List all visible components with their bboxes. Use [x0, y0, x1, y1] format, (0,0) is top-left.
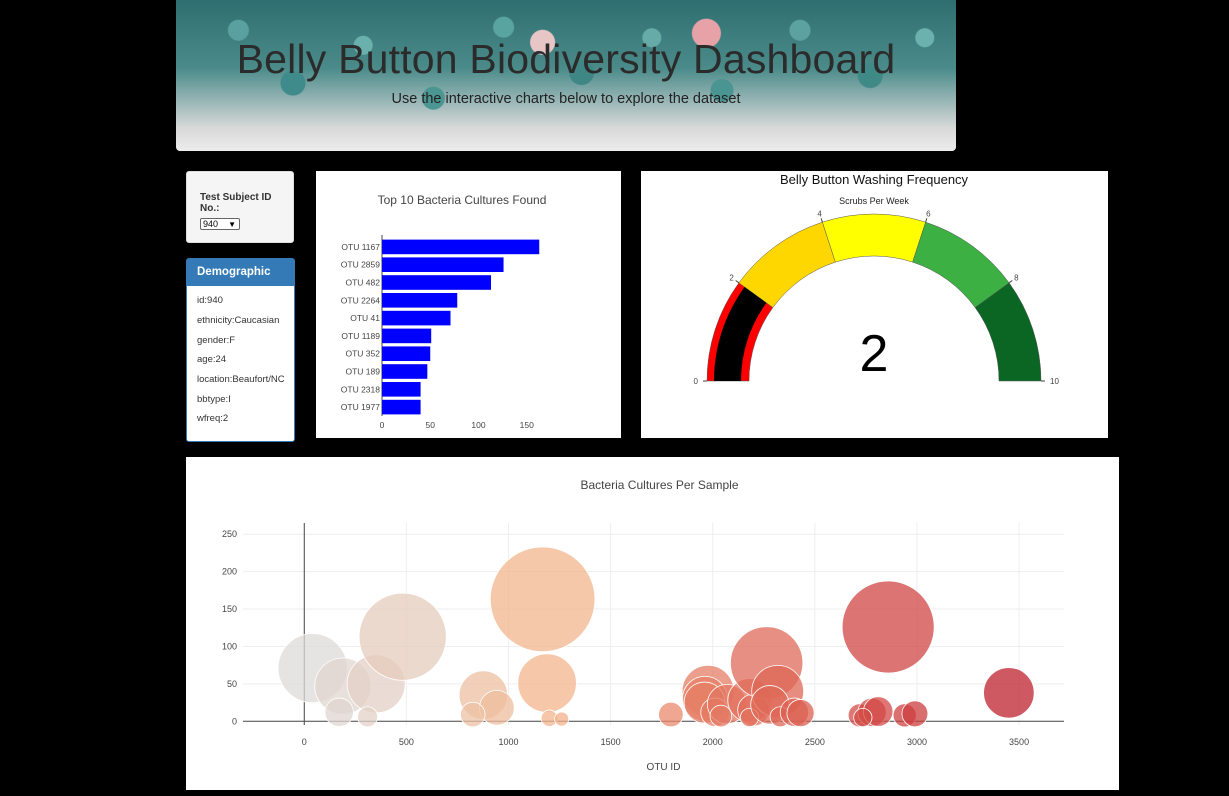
bubble-chart-point: [841, 580, 935, 674]
gauge-value-bar: [714, 286, 767, 381]
gauge-tick-label: 4: [817, 210, 822, 219]
bubble-chart-panel: Bacteria Cultures Per Sample 0 500 1000 1500…: [186, 457, 1119, 790]
bubble-chart-x-tick-label: 2500: [805, 737, 825, 747]
gauge-tick-label: 10: [1050, 377, 1059, 386]
gauge-tick-label: 6: [926, 210, 931, 219]
gauge-tick-label: 0: [694, 377, 699, 386]
demographic-row-ethnicity: ethnicity:Caucasian: [197, 315, 280, 326]
subject-selector-panel: Test Subject ID No.: 940 ▼: [186, 171, 294, 243]
bubble-chart-point: [709, 704, 733, 728]
header-banner: Belly Button Biodiversity Dashboard Use …: [176, 0, 956, 151]
bar-chart-category-label: OTU 1189: [341, 331, 380, 341]
gauge-title: Belly Button Washing Frequency: [780, 172, 969, 187]
bar-chart-bar: [382, 346, 431, 361]
bar-chart-panel: Top 10 Bacteria Cultures Found OTU 1167 OT…: [316, 171, 621, 438]
demographic-row-id: id:940: [197, 295, 223, 306]
bar-chart-bar: [382, 257, 504, 272]
demographic-row-bbtype: bbtype:I: [197, 394, 231, 405]
gauge-tick-mark: [925, 218, 928, 223]
demographic-row-wfreq: wfreq:2: [197, 413, 229, 424]
bar-chart-title: Top 10 Bacteria Cultures Found: [378, 193, 547, 207]
bubble-chart-x-tick-label: 3000: [907, 737, 927, 747]
bar-chart-category-label: OTU 2859: [341, 260, 380, 270]
bar-chart-bar: [382, 364, 428, 379]
bar-chart-bar: [382, 328, 432, 344]
bubble-chart-x-tick-label: 3500: [1009, 737, 1029, 747]
demographic-panel-title: Demographic Info: [187, 259, 294, 305]
bar-chart-category-label: OTU 1977: [341, 402, 380, 412]
bar-chart-x-tick-label: 0: [380, 420, 385, 430]
bubble-chart-y-tick-label: 0: [232, 716, 237, 726]
bubble-chart-point: [786, 699, 815, 728]
subject-id-select[interactable]: 940 ▼: [200, 218, 240, 230]
bubble-chart-y-tick-label: 100: [222, 641, 237, 651]
bubble-chart-point: [324, 697, 354, 727]
bar-chart-category-label: OTU 352: [346, 349, 381, 359]
bubble-chart-y-tick-label: 250: [222, 529, 237, 539]
gauge-tick-mark: [1008, 280, 1013, 284]
gauge-tick-mark: [735, 280, 740, 284]
bar-chart-x-tick-label: 150: [520, 420, 534, 430]
bubble-chart-point: [901, 700, 929, 728]
bubble-chart-y-tick-label: 200: [222, 567, 237, 577]
page-title: Belly Button Biodiversity Dashboard: [236, 36, 896, 82]
bubble-chart-title: Bacteria Cultures Per Sample: [580, 478, 738, 492]
bubble-chart-y-tick-label: 50: [227, 679, 237, 689]
bubble-chart-y-tick-label: 150: [222, 604, 237, 614]
bar-chart[interactable]: Top 10 Bacteria Cultures Found OTU 1167 OT…: [316, 171, 621, 438]
bar-chart-bar: [382, 399, 421, 415]
bar-chart-bar: [382, 239, 540, 255]
bubble-chart-x-tick-label: 0: [302, 737, 307, 747]
demographic-panel: Demographic Info id:940 ethnicity:Caucas…: [186, 258, 295, 442]
bar-chart-category-label: OTU 2264: [341, 295, 380, 305]
bubble-chart-point: [983, 667, 1035, 719]
gauge-tick-label: 8: [1014, 274, 1019, 283]
bubble-chart-point: [460, 701, 486, 728]
gauge-chart-panel: Belly Button Washing Frequency Scrubs Per…: [641, 171, 1108, 438]
bar-chart-bar: [382, 275, 492, 290]
gauge-step-band: [822, 213, 926, 263]
subject-selector-label: Test Subject ID No.:: [200, 192, 272, 214]
bubble-chart-point: [479, 689, 515, 726]
bubble-chart-x-tick-label: 1500: [601, 737, 621, 747]
gauge-subtitle: Scrubs Per Week: [839, 196, 909, 206]
demographic-row-age: age:24: [197, 354, 227, 365]
bubble-chart-point: [853, 707, 873, 728]
bubble-chart-point: [517, 653, 577, 713]
bubble-chart-x-axis-label: OTU ID: [647, 762, 681, 773]
bar-chart-x-tick-label: 50: [426, 420, 436, 430]
gauge-value-number: 2: [860, 325, 889, 383]
bar-chart-bar: [382, 310, 451, 326]
gauge-chart[interactable]: Belly Button Washing Frequency Scrubs Per…: [641, 171, 1108, 438]
bubble-chart-x-tick-label: 2000: [703, 737, 723, 747]
chevron-down-icon: ▼: [228, 220, 236, 229]
subject-id-value: 940: [203, 219, 219, 229]
page-subtitle: Use the interactive charts below to expl…: [391, 91, 741, 107]
bar-chart-category-label: OTU 189: [346, 367, 381, 377]
demographic-row-location: location:Beaufort/NC: [197, 374, 285, 385]
bubble-chart-point: [554, 711, 570, 727]
bubble-chart-point: [489, 546, 596, 653]
bar-chart-category-label: OTU 1167: [341, 242, 380, 252]
gauge-tick-mark: [820, 218, 823, 223]
demographic-row-gender: gender:F: [197, 335, 236, 346]
bubble-chart-x-tick-label: 500: [399, 737, 414, 747]
bubble-chart-x-tick-label: 1000: [498, 737, 518, 747]
gauge-step-band: [974, 282, 1042, 382]
bar-chart-bar: [382, 293, 458, 308]
gauge-tick-label: 2: [729, 274, 734, 283]
bar-chart-category-label: OTU 41: [350, 313, 380, 323]
bubble-chart-point: [357, 706, 379, 728]
bar-chart-x-tick-label: 100: [471, 420, 485, 430]
bar-chart-bar: [382, 382, 421, 397]
bubble-chart-point: [358, 592, 447, 681]
bubble-chart-point: [658, 701, 684, 728]
bar-chart-category-label: OTU 2318: [341, 384, 380, 394]
bar-chart-category-label: OTU 482: [346, 278, 381, 288]
